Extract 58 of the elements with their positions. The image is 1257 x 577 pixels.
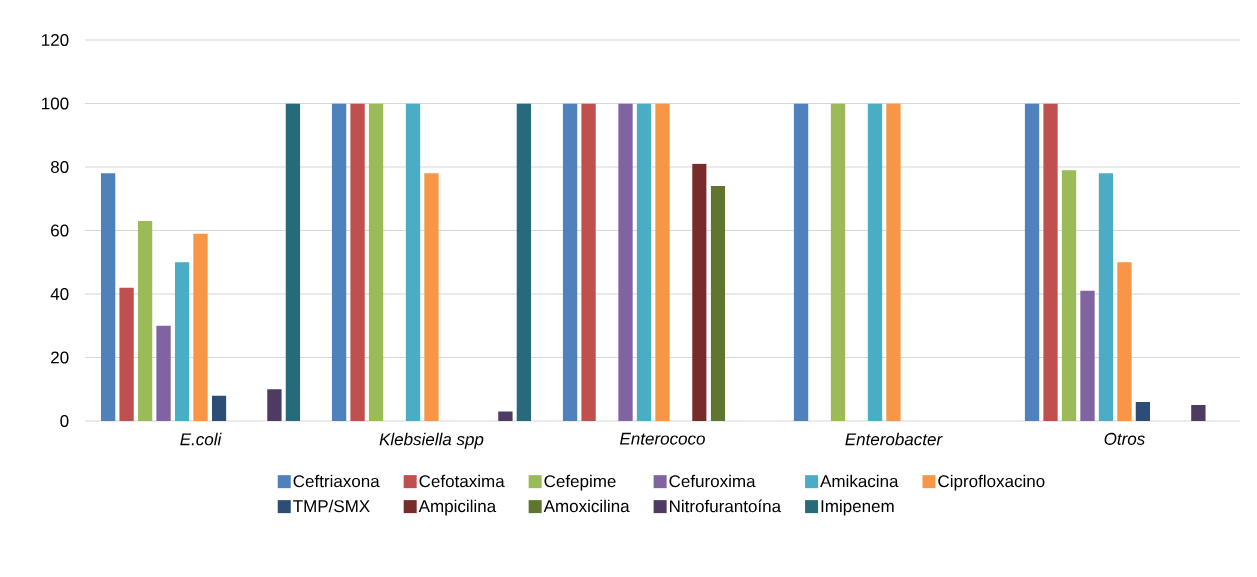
bar — [562, 103, 578, 421]
y-tick-label: 100 — [42, 97, 69, 110]
bar — [1043, 103, 1058, 421]
legend-label: Imipenem — [821, 499, 894, 516]
bar — [1061, 170, 1077, 421]
y-tick-label: 0 — [60, 414, 69, 428]
bar — [1135, 401, 1151, 421]
bar — [211, 395, 227, 421]
bar — [267, 389, 282, 421]
bar — [498, 411, 513, 421]
bar — [516, 103, 532, 421]
bar — [350, 103, 365, 421]
bar — [886, 103, 901, 421]
bar — [405, 103, 421, 421]
legend-label: Cefotaxima — [419, 474, 505, 488]
y-tick-label: 40 — [50, 287, 69, 301]
bar — [424, 173, 439, 421]
x-tick-label: Klebsiella spp — [379, 432, 484, 449]
legend-label: Cefepime — [544, 474, 616, 491]
bar — [137, 220, 153, 421]
bar — [174, 262, 190, 421]
bar — [655, 103, 670, 421]
bar — [1080, 290, 1095, 421]
x-tick-label: E.coli — [180, 432, 222, 446]
bar — [710, 186, 726, 421]
x-tick-label: Enterococo — [620, 432, 705, 445]
legend-label: Ciprofloxacino — [938, 474, 1045, 491]
bar — [692, 163, 707, 421]
y-tick-label: 120 — [42, 33, 69, 47]
y-tick-label: 60 — [51, 224, 69, 237]
legend-label: Ampicilina — [418, 499, 497, 516]
y-tick-label: 80 — [50, 160, 69, 174]
bar — [368, 103, 384, 421]
bar — [1191, 405, 1206, 421]
bar — [285, 103, 301, 421]
y-tick-label: 20 — [51, 351, 69, 364]
bar — [618, 103, 633, 421]
bar — [1117, 262, 1132, 421]
legend-label: Ceftriaxona — [293, 474, 380, 488]
bar — [156, 325, 171, 421]
bar — [867, 103, 883, 421]
bar — [1024, 103, 1040, 421]
bar — [331, 103, 347, 421]
bar — [830, 103, 846, 421]
legend-label: Amikacina — [820, 474, 899, 488]
bar — [119, 287, 134, 421]
x-tick-label: Enterobacter — [845, 432, 943, 446]
x-tick-label: Otros — [1104, 432, 1145, 445]
legend-label: Amoxicilina — [543, 499, 630, 513]
bar — [1098, 173, 1114, 421]
legend-label: TMP/SMX — [293, 499, 370, 513]
bar — [793, 103, 809, 421]
bar — [636, 103, 652, 421]
bar — [581, 103, 596, 421]
bar — [193, 233, 208, 421]
bar — [100, 173, 116, 421]
legend-label: Cefuroxima — [669, 474, 756, 488]
legend-label: Nitrofurantoína — [670, 499, 782, 513]
